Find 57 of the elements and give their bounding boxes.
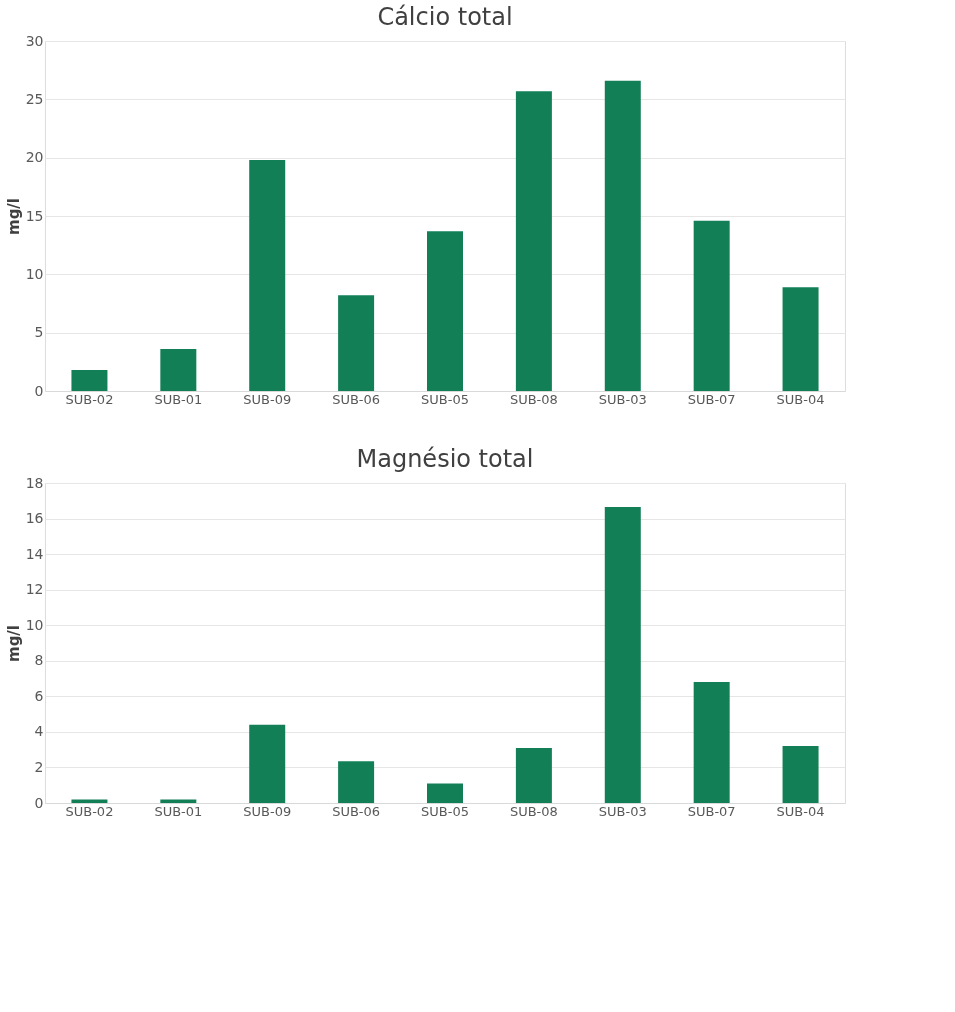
x-tick-label: SUB-06 [332, 803, 381, 819]
y-tick-label: 5 [34, 324, 44, 341]
bar [160, 799, 197, 803]
chart-title: Cálcio total [377, 3, 513, 31]
y-tick-label: 10 [25, 265, 44, 282]
y-tick-label: 4 [34, 723, 44, 740]
bar [160, 349, 197, 391]
bar [693, 220, 730, 391]
bar [782, 746, 819, 803]
y-axis-title: mg/l [4, 198, 23, 235]
x-tick-label: SUB-03 [598, 391, 647, 407]
x-tick-label: SUB-02 [65, 391, 114, 407]
bar [427, 231, 463, 391]
y-tick-label: 25 [25, 90, 44, 107]
bar [249, 160, 286, 391]
x-tick-label: SUB-07 [687, 391, 736, 407]
bar [604, 80, 641, 391]
y-tick-label: 20 [25, 149, 44, 166]
bar [338, 761, 375, 803]
x-tick-label: SUB-01 [154, 803, 203, 819]
x-tick-label: SUB-04 [776, 803, 825, 819]
x-tick-label: SUB-07 [687, 803, 736, 819]
x-tick-label: SUB-01 [154, 391, 203, 407]
x-tick-label: SUB-08 [509, 391, 558, 407]
x-tick-label: SUB-05 [421, 803, 469, 819]
y-tick-label: 30 [25, 32, 44, 49]
x-tick-label: SUB-04 [776, 391, 825, 407]
y-tick-label: 0 [34, 382, 44, 399]
y-tick-label: 6 [34, 687, 44, 704]
bar [338, 295, 375, 391]
bar [515, 91, 552, 391]
bar [693, 682, 730, 803]
bar [71, 370, 108, 391]
y-tick-label: 2 [34, 758, 44, 775]
y-tick-label: 0 [34, 794, 44, 811]
y-tick-label: 14 [25, 545, 44, 562]
y-tick-label: 10 [25, 616, 44, 633]
y-tick-label: 12 [25, 581, 44, 598]
bar [782, 287, 819, 391]
x-tick-label: SUB-03 [598, 803, 647, 819]
y-tick-label: 15 [25, 207, 44, 224]
x-tick-label: SUB-06 [332, 391, 381, 407]
bar [249, 724, 286, 803]
x-tick-label: SUB-09 [243, 803, 292, 819]
bar [427, 783, 463, 803]
chart-title: Magnésio total [356, 445, 534, 473]
x-tick-label: SUB-09 [243, 391, 292, 407]
x-tick-label: SUB-05 [421, 391, 469, 407]
y-tick-label: 16 [25, 510, 44, 527]
bar [71, 799, 108, 803]
y-tick-label: 8 [34, 652, 44, 669]
x-tick-label: SUB-08 [509, 803, 558, 819]
bar [515, 747, 552, 803]
y-tick-label: 18 [25, 474, 44, 491]
y-axis-title: mg/l [4, 625, 23, 662]
bar [604, 507, 641, 803]
x-tick-label: SUB-02 [65, 803, 114, 819]
